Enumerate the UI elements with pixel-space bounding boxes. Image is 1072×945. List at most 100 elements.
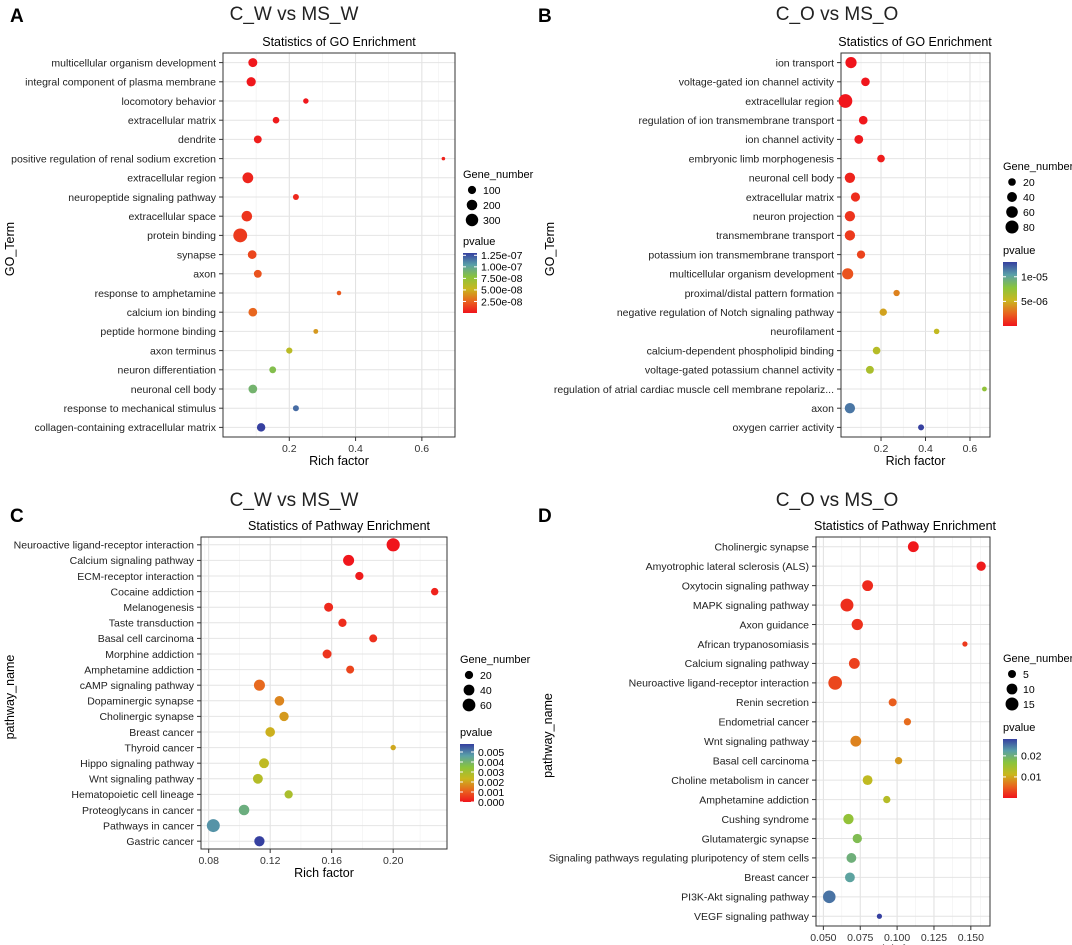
size-legend-label: 15 bbox=[1023, 699, 1035, 711]
color-legend-title: pvalue bbox=[1003, 722, 1035, 734]
y-tick-label: oxygen carrier activity bbox=[732, 422, 834, 434]
color-legend-label: 0.000 bbox=[478, 797, 504, 809]
data-point bbox=[303, 98, 309, 104]
y-tick-label: integral component of plasma membrane bbox=[25, 77, 216, 89]
data-point bbox=[845, 57, 857, 69]
data-point bbox=[248, 384, 258, 394]
y-tick-label: extracellular space bbox=[128, 211, 216, 223]
size-legend-key bbox=[1007, 192, 1017, 202]
data-point bbox=[246, 77, 256, 87]
y-tick-label: Cocaine addiction bbox=[111, 586, 195, 598]
size-legend-key bbox=[463, 684, 475, 696]
data-point bbox=[883, 795, 891, 804]
plot-frame bbox=[840, 52, 991, 438]
data-point bbox=[430, 587, 439, 596]
y-tick-label: Cholinergic synapse bbox=[99, 711, 194, 723]
y-tick-label: Cholinergic synapse bbox=[714, 542, 809, 554]
size-legend-key bbox=[1006, 206, 1018, 218]
size-legend-title: Gene_number bbox=[460, 654, 531, 666]
size-legend-title: Gene_number bbox=[1003, 161, 1072, 173]
y-tick-label: extracellular matrix bbox=[128, 115, 217, 127]
size-legend-label: 60 bbox=[480, 700, 492, 712]
color-legend-label: 7.50e-08 bbox=[481, 273, 523, 285]
color-legend-label: 5.00e-08 bbox=[481, 285, 523, 297]
x-tick-label: 0.4 bbox=[918, 443, 933, 455]
y-tick-label: extracellular matrix bbox=[746, 192, 835, 204]
y-tick-label: neuron differentiation bbox=[118, 365, 217, 377]
data-point bbox=[269, 366, 277, 374]
data-point bbox=[253, 135, 262, 144]
y-tick-label: Wnt signaling pathway bbox=[704, 736, 810, 748]
color-legend-label: 5e-06 bbox=[1021, 296, 1048, 308]
y-tick-label: Thyroid cancer bbox=[125, 742, 195, 754]
y-tick-label: calcium-dependent phospholipid binding bbox=[647, 345, 835, 357]
size-legend-key bbox=[1005, 697, 1019, 711]
panel-label: D bbox=[538, 506, 552, 527]
data-point bbox=[313, 328, 319, 334]
data-point bbox=[238, 804, 250, 816]
data-point bbox=[862, 775, 873, 786]
data-point bbox=[254, 836, 265, 847]
y-tick-label: Gastric cancer bbox=[126, 836, 194, 848]
data-point bbox=[441, 156, 446, 161]
y-tick-label: Calcium signaling pathway bbox=[70, 555, 195, 567]
color-legend-label: 1.25e-07 bbox=[481, 250, 523, 262]
y-tick-label: ion transport bbox=[776, 57, 834, 69]
data-point bbox=[843, 813, 854, 825]
data-point bbox=[852, 833, 862, 844]
x-tick-label: 0.100 bbox=[884, 932, 910, 944]
data-point bbox=[248, 307, 258, 317]
chart-title: Statistics of GO Enrichment bbox=[838, 35, 992, 49]
color-legend-bar bbox=[1003, 262, 1017, 326]
x-tick-label: 0.150 bbox=[958, 932, 984, 944]
x-tick-label: 0.6 bbox=[963, 443, 978, 455]
data-point bbox=[976, 561, 986, 571]
size-legend-key bbox=[1005, 220, 1019, 234]
data-point bbox=[858, 115, 868, 125]
y-tick-label: African trypanosomiasis bbox=[698, 639, 809, 651]
y-tick-label: multicellular organism development bbox=[51, 57, 216, 69]
data-point bbox=[242, 172, 254, 184]
data-point bbox=[343, 554, 355, 566]
data-point bbox=[248, 58, 258, 68]
y-tick-label: Basal cell carcinoma bbox=[98, 633, 194, 645]
data-point bbox=[854, 134, 864, 144]
size-legend-key bbox=[467, 185, 477, 195]
y-tick-label: embryonic limb morphogenesis bbox=[689, 153, 834, 165]
y-tick-label: Melanogenesis bbox=[123, 602, 194, 614]
y-tick-label: Wnt signaling pathway bbox=[89, 774, 195, 786]
data-point bbox=[292, 405, 299, 412]
y-tick-label: Glutamatergic synapse bbox=[702, 833, 810, 845]
x-tick-label: 0.050 bbox=[810, 932, 836, 944]
data-point bbox=[879, 308, 887, 316]
color-legend-label: 1.00e-07 bbox=[481, 262, 523, 274]
color-legend-label: 0.001 bbox=[478, 787, 504, 799]
size-legend-key bbox=[1007, 669, 1017, 679]
y-tick-label: calcium ion binding bbox=[127, 307, 216, 319]
data-point bbox=[933, 328, 940, 335]
data-point bbox=[844, 230, 856, 241]
y-tick-label: Pathways in cancer bbox=[103, 820, 195, 832]
data-point bbox=[846, 853, 857, 863]
y-tick-label: Basal cell carcinoma bbox=[713, 755, 809, 767]
panel-heading: C_O vs MS_O bbox=[776, 4, 898, 25]
data-point bbox=[840, 598, 854, 612]
panel-label: B bbox=[538, 6, 552, 27]
y-tick-label: Taste transduction bbox=[109, 618, 194, 630]
data-point bbox=[274, 695, 285, 706]
y-tick-label: neuropeptide signaling pathway bbox=[68, 192, 216, 204]
color-legend-label: 2.50e-08 bbox=[481, 296, 523, 308]
data-point bbox=[324, 602, 334, 612]
data-point bbox=[386, 538, 400, 552]
color-legend-title: pvalue bbox=[463, 236, 495, 248]
y-tick-label: Signaling pathways regulating pluripoten… bbox=[549, 853, 809, 865]
y-tick-label: Choline metabolism in cancer bbox=[671, 775, 809, 787]
data-point bbox=[848, 658, 860, 669]
panel-label: C bbox=[10, 506, 24, 527]
color-legend-bar bbox=[1003, 739, 1017, 798]
panel-heading: C_W vs MS_W bbox=[230, 4, 359, 25]
data-point bbox=[850, 192, 861, 202]
data-point bbox=[252, 773, 263, 784]
data-point bbox=[842, 268, 854, 280]
